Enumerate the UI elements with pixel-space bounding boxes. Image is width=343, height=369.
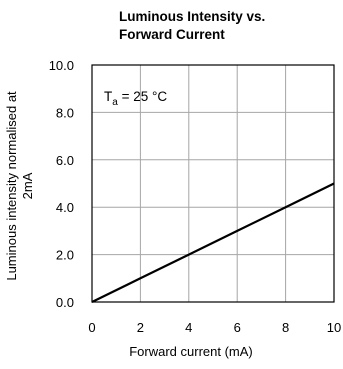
- series-layer: [91, 182, 335, 303]
- y-tick-label: 8.0: [56, 105, 74, 120]
- grid-lines: [92, 65, 334, 302]
- annotation-subscript: a: [112, 97, 118, 108]
- x-tick-label: 2: [137, 320, 144, 335]
- y-axis-label-line-1: Luminous intensity normalised at: [4, 91, 19, 281]
- temperature-annotation: Ta = 25 °C: [104, 89, 167, 108]
- y-tick-label: 10.0: [49, 58, 74, 73]
- series-line-0: [91, 182, 335, 303]
- x-tick-labels: 0 2 4 6 8 10: [88, 320, 341, 335]
- x-tick-label: 10: [327, 320, 341, 335]
- x-tick-label: 4: [185, 320, 192, 335]
- y-axis-label-line-2: 2mA: [20, 172, 35, 199]
- x-tick-label: 0: [88, 320, 95, 335]
- y-axis-label: Luminous intensity normalised at 2mA: [4, 91, 35, 281]
- plot-frame: [91, 64, 335, 303]
- chart-title-line-1: Luminous Intensity vs.: [119, 9, 265, 24]
- x-axis-label: Forward current (mA): [129, 344, 253, 359]
- annotation-rest: = 25 °C: [118, 89, 168, 104]
- y-tick-labels: 0.0 2.0 4.0 6.0 8.0 10.0: [49, 58, 74, 310]
- chart-title-line-2: Forward Current: [119, 27, 225, 42]
- y-tick-label: 4.0: [56, 200, 74, 215]
- x-tick-label: 8: [282, 320, 289, 335]
- y-tick-label: 2.0: [56, 248, 74, 263]
- y-tick-label: 6.0: [56, 153, 74, 168]
- x-tick-label: 6: [234, 320, 241, 335]
- annotation-main: T: [104, 89, 112, 104]
- y-tick-label: 0.0: [56, 295, 74, 310]
